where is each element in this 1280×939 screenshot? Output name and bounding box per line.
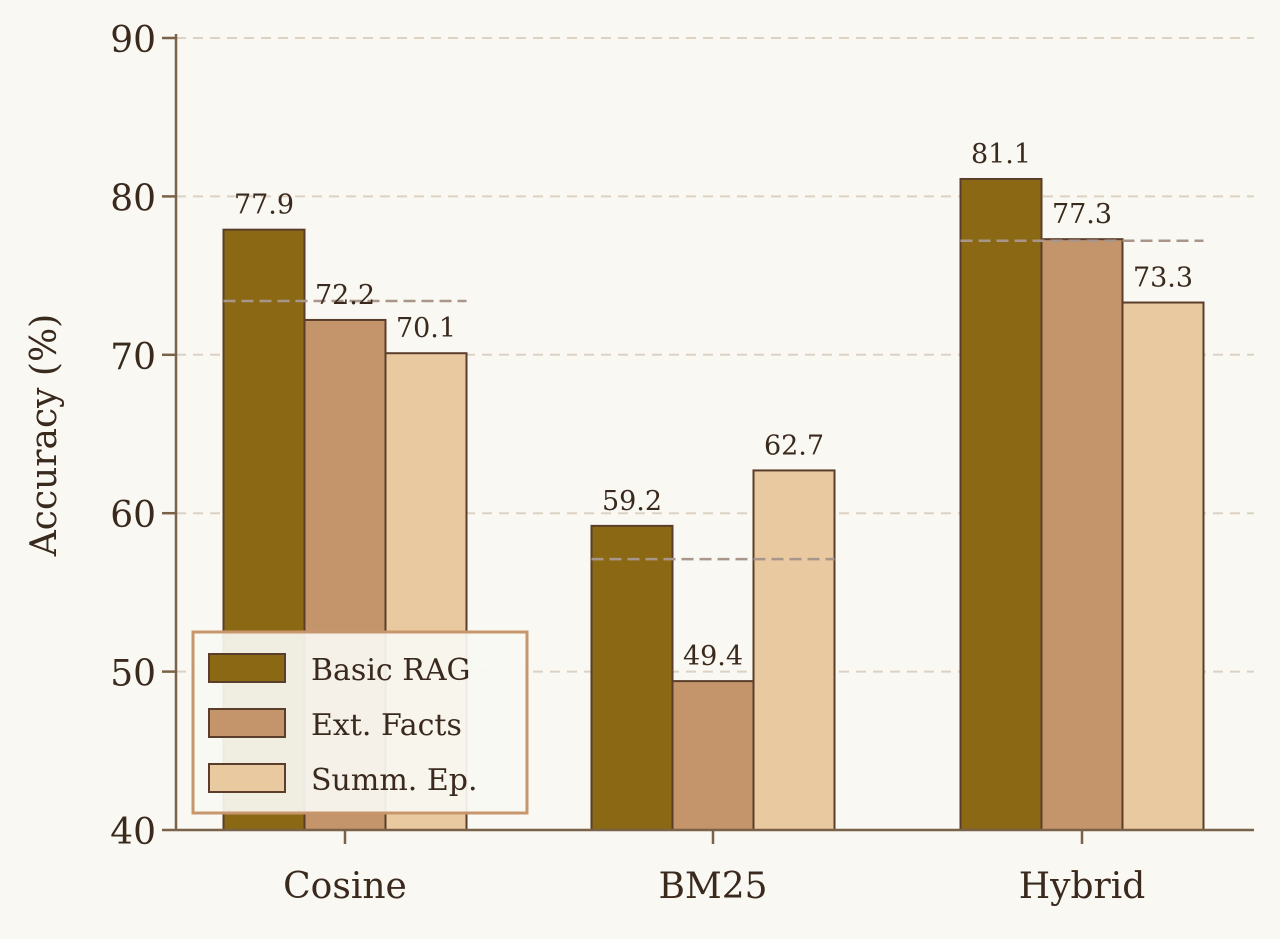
x-tick-label: BM25 xyxy=(658,866,767,907)
data-label: 49.4 xyxy=(683,641,743,672)
axes: 40 50 60 70 80 90 Cosine BM25 Hybrid xyxy=(110,20,1254,907)
legend-swatch xyxy=(208,653,286,683)
bar xyxy=(1040,238,1124,831)
legend-label: Ext. Facts xyxy=(311,708,462,743)
data-label: 73.3 xyxy=(1133,263,1193,294)
y-tick-label: 80 xyxy=(110,178,156,219)
data-label: 77.9 xyxy=(234,190,294,221)
bar xyxy=(671,680,755,831)
legend-swatch xyxy=(208,708,286,738)
data-label: 81.1 xyxy=(971,139,1031,170)
y-tick-label: 90 xyxy=(110,20,156,61)
y-tick-label: 50 xyxy=(110,654,156,695)
x-tick-label: Cosine xyxy=(283,866,407,907)
data-labels: 77.9 72.2 70.1 59.2 49.4 62.7 81.1 77.3 73.3 xyxy=(234,139,1193,672)
data-label: 77.3 xyxy=(1052,199,1112,230)
legend-label: Summ. Ep. xyxy=(311,763,477,798)
y-tick-label: 70 xyxy=(110,337,156,378)
data-label: 62.7 xyxy=(764,430,824,461)
bar xyxy=(752,469,836,831)
x-tick-label: Hybrid xyxy=(1019,866,1146,907)
y-tick-label: 40 xyxy=(110,812,156,853)
bar xyxy=(959,177,1043,831)
legend-swatch xyxy=(208,763,286,793)
y-axis-label: Accuracy (%) xyxy=(24,314,65,557)
data-label: 72.2 xyxy=(315,280,375,311)
data-label: 70.1 xyxy=(396,313,456,344)
bar xyxy=(590,524,674,831)
legend-label: Basic RAG xyxy=(311,653,470,688)
y-tick-label: 60 xyxy=(110,495,156,536)
bar xyxy=(1121,301,1205,831)
mean-lines xyxy=(223,239,1204,561)
data-label: 59.2 xyxy=(602,486,662,517)
legend: Basic RAG Ext. Facts Summ. Ep. xyxy=(191,630,529,815)
